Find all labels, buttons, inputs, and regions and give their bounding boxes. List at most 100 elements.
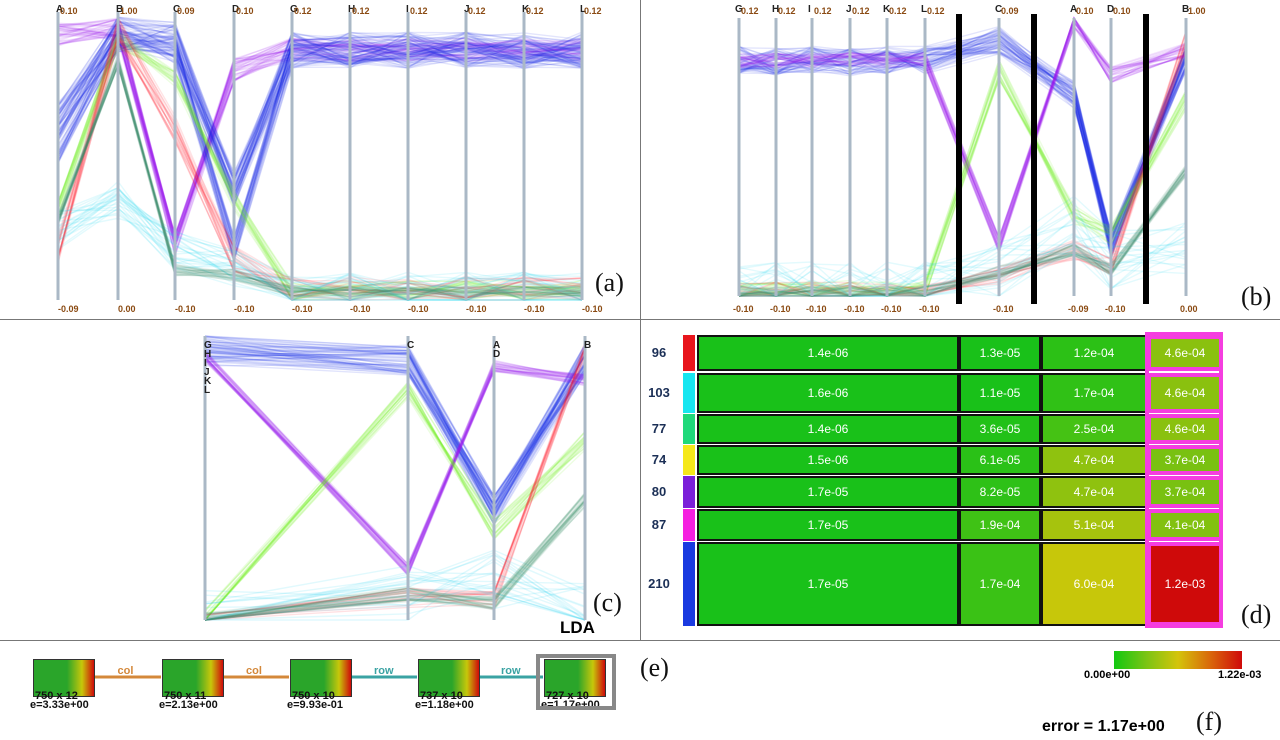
polyline-b bbox=[738, 210, 1187, 297]
polyline-b bbox=[738, 168, 1187, 297]
polyline-b bbox=[738, 49, 1187, 297]
error-cell[interactable]: 2.5e-04 bbox=[1041, 414, 1147, 444]
error-cell[interactable]: 1.3e-05 bbox=[959, 335, 1041, 371]
polyline-b bbox=[738, 37, 1187, 241]
polyline-a bbox=[57, 31, 583, 246]
panel-label-b: (b) bbox=[1241, 282, 1272, 311]
polyline-a bbox=[57, 16, 583, 181]
polyline-a bbox=[57, 30, 583, 206]
polyline-c bbox=[204, 387, 586, 619]
polyline-a bbox=[57, 191, 583, 301]
polyline-a bbox=[57, 34, 583, 189]
history-node-size: 750 x 10 bbox=[292, 690, 335, 702]
polyline-a bbox=[57, 42, 583, 182]
polyline-a bbox=[57, 23, 583, 248]
polyline-c bbox=[204, 351, 586, 498]
polyline-b bbox=[738, 175, 1187, 297]
polyline-c bbox=[204, 345, 586, 511]
polyline-b bbox=[738, 45, 1187, 235]
error-cell[interactable]: 1.5e-06 bbox=[697, 445, 959, 475]
error-cell[interactable]: 4.6e-04 bbox=[1147, 414, 1223, 444]
error-cell[interactable]: 5.1e-04 bbox=[1041, 509, 1147, 541]
polyline-b bbox=[738, 16, 1187, 249]
polyline-c bbox=[204, 560, 586, 621]
polyline-a bbox=[57, 56, 583, 297]
polyline-b bbox=[738, 174, 1187, 296]
polyline-b bbox=[738, 39, 1187, 245]
error-cell[interactable]: 4.7e-04 bbox=[1041, 445, 1147, 475]
error-cell[interactable]: 1.2e-04 bbox=[1041, 335, 1147, 371]
polyline-c bbox=[204, 494, 586, 621]
error-cell[interactable]: 1.6e-06 bbox=[697, 373, 959, 413]
axis-bottom-value: -0.10 bbox=[408, 304, 429, 314]
polyline-a bbox=[57, 20, 583, 245]
axis-name: G bbox=[290, 4, 298, 15]
polyline-b bbox=[738, 25, 1187, 244]
axis-name: I bbox=[808, 4, 811, 15]
cluster-size-label: 87 bbox=[651, 517, 667, 532]
error-cell[interactable]: 1.7e-05 bbox=[697, 509, 959, 541]
error-cell[interactable]: 1.4e-06 bbox=[697, 335, 959, 371]
error-cell[interactable]: 1.2e-03 bbox=[1147, 542, 1223, 626]
polyline-a bbox=[57, 24, 583, 182]
axis-bottom-value: -0.10 bbox=[844, 304, 865, 314]
polyline-a bbox=[57, 34, 583, 296]
history-node-error: e=2.13e+00 bbox=[159, 699, 218, 711]
polyline-b bbox=[738, 77, 1187, 295]
error-cell[interactable]: 1.7e-04 bbox=[1041, 373, 1147, 413]
axis-top-value: 0.10 bbox=[60, 6, 78, 16]
history-node-thumbnail[interactable] bbox=[418, 659, 480, 697]
error-cell[interactable]: 3.6e-05 bbox=[959, 414, 1041, 444]
polyline-b bbox=[738, 33, 1187, 236]
history-node-thumbnail[interactable] bbox=[33, 659, 95, 697]
error-cell[interactable]: 1.1e-05 bbox=[959, 373, 1041, 413]
cluster-size-label: 96 bbox=[651, 345, 667, 360]
polyline-a bbox=[57, 33, 583, 294]
polyline-b bbox=[738, 39, 1187, 236]
axis-name: L bbox=[580, 4, 586, 15]
polyline-c bbox=[204, 381, 586, 621]
polyline-b bbox=[738, 46, 1187, 297]
polyline-c bbox=[204, 394, 586, 621]
error-cell[interactable]: 8.2e-05 bbox=[959, 476, 1041, 508]
history-node-thumbnail[interactable] bbox=[544, 659, 606, 697]
axis-bottom-value: 0.00 bbox=[118, 304, 136, 314]
history-node-thumbnail[interactable] bbox=[162, 659, 224, 697]
error-cell[interactable]: 4.7e-04 bbox=[1041, 476, 1147, 508]
polyline-b bbox=[738, 165, 1187, 297]
polyline-b bbox=[738, 20, 1187, 242]
polyline-c bbox=[204, 549, 586, 621]
error-cell[interactable]: 1.7e-04 bbox=[959, 542, 1041, 626]
polyline-b bbox=[738, 46, 1187, 246]
history-node-thumbnail[interactable] bbox=[290, 659, 352, 697]
polyline-a bbox=[57, 35, 583, 301]
polyline-a bbox=[57, 19, 583, 301]
polyline-b bbox=[738, 39, 1187, 297]
polyline-a bbox=[57, 32, 583, 301]
polyline-a bbox=[57, 31, 583, 195]
polyline-a bbox=[57, 18, 583, 259]
polyline-b bbox=[738, 66, 1187, 297]
polyline-b bbox=[738, 34, 1187, 251]
error-cell[interactable]: 4.1e-04 bbox=[1147, 509, 1223, 541]
error-cell[interactable]: 6.1e-05 bbox=[959, 445, 1041, 475]
polyline-b bbox=[738, 42, 1187, 297]
error-cell[interactable]: 4.6e-04 bbox=[1147, 335, 1223, 371]
error-cell[interactable]: 3.7e-04 bbox=[1147, 445, 1223, 475]
polyline-b bbox=[738, 171, 1187, 297]
error-cell[interactable]: 4.6e-04 bbox=[1147, 373, 1223, 413]
error-cell[interactable]: 1.9e-04 bbox=[959, 509, 1041, 541]
polyline-b bbox=[738, 16, 1187, 254]
polyline-c bbox=[204, 342, 586, 498]
error-cell[interactable]: 1.4e-06 bbox=[697, 414, 959, 444]
error-cell[interactable]: 1.7e-05 bbox=[697, 476, 959, 508]
polyline-a bbox=[57, 16, 583, 194]
error-cell[interactable]: 1.7e-05 bbox=[697, 542, 959, 626]
polyline-c bbox=[204, 335, 586, 501]
polyline-c bbox=[204, 386, 586, 621]
error-cell[interactable]: 3.7e-04 bbox=[1147, 476, 1223, 508]
polyline-a bbox=[57, 30, 583, 239]
polyline-b bbox=[738, 166, 1187, 297]
error-cell[interactable]: 6.0e-04 bbox=[1041, 542, 1147, 626]
polyline-a bbox=[57, 28, 583, 300]
